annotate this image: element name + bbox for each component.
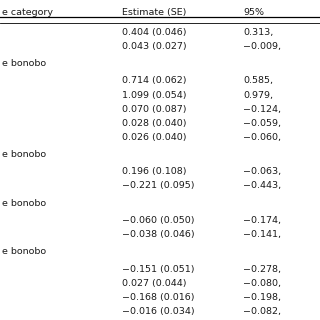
Text: −0.063,: −0.063, — [243, 167, 281, 176]
Text: 0.026 (0.040): 0.026 (0.040) — [122, 133, 186, 142]
Text: −0.141,: −0.141, — [243, 230, 281, 239]
Text: −0.080,: −0.080, — [243, 279, 281, 288]
Text: e category: e category — [2, 8, 52, 17]
Text: Estimate (SE): Estimate (SE) — [122, 8, 186, 17]
Text: 0.979,: 0.979, — [243, 91, 273, 100]
Text: e bonobo: e bonobo — [2, 150, 46, 159]
Text: −0.151 (0.051): −0.151 (0.051) — [122, 265, 194, 274]
Text: −0.059,: −0.059, — [243, 119, 281, 128]
Text: −0.221 (0.095): −0.221 (0.095) — [122, 181, 194, 190]
Text: e bonobo: e bonobo — [2, 247, 46, 256]
Text: −0.038 (0.046): −0.038 (0.046) — [122, 230, 194, 239]
Text: −0.082,: −0.082, — [243, 307, 281, 316]
Text: −0.124,: −0.124, — [243, 105, 281, 114]
Text: 95%: 95% — [243, 8, 264, 17]
Text: 0.714 (0.062): 0.714 (0.062) — [122, 76, 186, 85]
Text: 0.043 (0.027): 0.043 (0.027) — [122, 42, 186, 51]
Text: 0.404 (0.046): 0.404 (0.046) — [122, 28, 186, 37]
Text: −0.060,: −0.060, — [243, 133, 281, 142]
Text: 0.196 (0.108): 0.196 (0.108) — [122, 167, 186, 176]
Text: −0.443,: −0.443, — [243, 181, 281, 190]
Text: −0.168 (0.016): −0.168 (0.016) — [122, 293, 194, 302]
Text: e bonobo: e bonobo — [2, 199, 46, 208]
Text: 1.099 (0.054): 1.099 (0.054) — [122, 91, 186, 100]
Text: −0.009,: −0.009, — [243, 42, 281, 51]
Text: −0.060 (0.050): −0.060 (0.050) — [122, 216, 194, 225]
Text: 0.027 (0.044): 0.027 (0.044) — [122, 279, 186, 288]
Text: 0.313,: 0.313, — [243, 28, 274, 37]
Text: −0.016 (0.034): −0.016 (0.034) — [122, 307, 194, 316]
Text: e bonobo: e bonobo — [2, 59, 46, 68]
Text: 0.585,: 0.585, — [243, 76, 273, 85]
Text: 0.070 (0.087): 0.070 (0.087) — [122, 105, 186, 114]
Text: −0.198,: −0.198, — [243, 293, 281, 302]
Text: −0.278,: −0.278, — [243, 265, 281, 274]
Text: 0.028 (0.040): 0.028 (0.040) — [122, 119, 186, 128]
Text: −0.174,: −0.174, — [243, 216, 281, 225]
